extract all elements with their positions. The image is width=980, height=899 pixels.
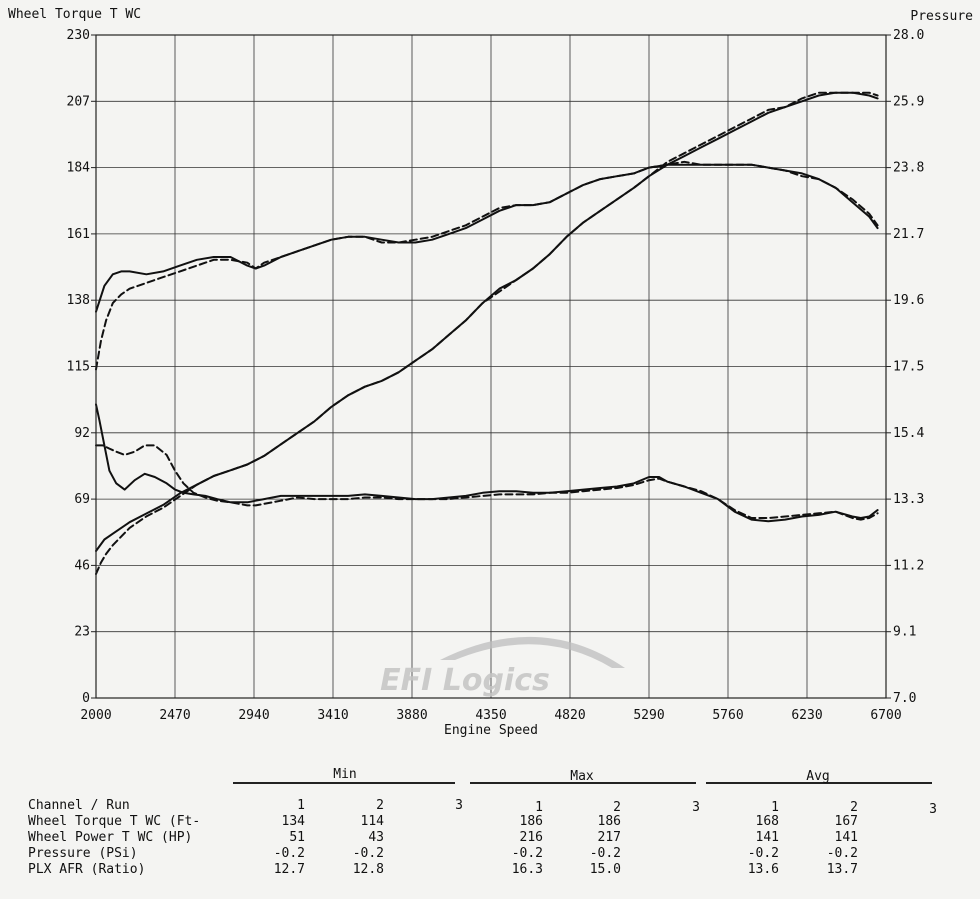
series-layer — [95, 91, 879, 575]
left-tick-label: 0 — [82, 691, 90, 706]
run-label: 1 — [535, 800, 543, 815]
right-tick-label: 17.5 — [893, 360, 924, 375]
right-tick-label: 15.4 — [893, 426, 924, 441]
run-label: 3 — [929, 802, 937, 817]
max-rule — [470, 782, 696, 784]
summary-row-label: Wheel Power T WC (HP) — [28, 830, 193, 845]
x-axis-label: Engine Speed — [444, 723, 538, 738]
x-tick-label: 4820 — [554, 708, 585, 723]
summary-value: 141 — [755, 830, 779, 845]
right-tick-label: 21.7 — [893, 227, 924, 242]
summary-value: -0.2 — [747, 846, 779, 861]
summary-value: -0.2 — [589, 846, 621, 861]
plx-afr-ratio-run1-line — [95, 403, 879, 523]
summary-value: 12.7 — [273, 862, 305, 877]
summary-row-label: Wheel Torque T WC (Ft- — [28, 814, 201, 829]
summary-value: 168 — [755, 814, 779, 829]
plx-afr-ratio-run2-line — [95, 444, 879, 521]
left-tick-label: 115 — [67, 360, 90, 375]
left-tick-label: 230 — [67, 28, 90, 43]
run-label: 1 — [771, 800, 779, 815]
right-tick-label: 13.3 — [893, 492, 924, 507]
channel-run-header: Channel / Run — [28, 798, 130, 813]
summary-value: 186 — [519, 814, 543, 829]
left-tick-label: 23 — [74, 625, 90, 640]
summary-value: 16.3 — [511, 862, 543, 877]
x-tick-label: 6230 — [791, 708, 822, 723]
summary-value: 167 — [834, 814, 858, 829]
summary-value: 12.8 — [352, 862, 384, 877]
left-tick-label: 207 — [67, 94, 90, 109]
right-tick-label: 7.0 — [893, 691, 916, 706]
run-label: 2 — [376, 798, 384, 813]
right-tick-label: 11.2 — [893, 558, 924, 573]
x-tick-label: 2470 — [159, 708, 190, 723]
summary-value: -0.2 — [511, 846, 543, 861]
left-tick-label: 138 — [67, 293, 90, 308]
group-header-avg: Avg — [806, 769, 830, 784]
left-tick-label: 69 — [74, 492, 90, 507]
wheel-power-t-wc-hp-run2-line — [95, 91, 879, 575]
x-tick-label: 5760 — [712, 708, 743, 723]
x-tick-label: 2000 — [80, 708, 111, 723]
x-tick-label: 4350 — [475, 708, 506, 723]
summary-value: 217 — [597, 830, 621, 845]
min-rule — [233, 782, 455, 784]
summary-value: 13.7 — [826, 862, 858, 877]
wheel-torque-t-wc-ft-run2-line — [95, 160, 879, 371]
wheel-power-t-wc-hp-run1-line — [95, 91, 879, 552]
run-label: 2 — [613, 800, 621, 815]
summary-value: 216 — [519, 830, 543, 845]
summary-value: 141 — [834, 830, 858, 845]
wheel-torque-t-wc-ft-run1-line — [95, 163, 879, 313]
group-header-min: Min — [333, 767, 357, 782]
left-tick-label: 46 — [74, 558, 90, 573]
summary-value: 51 — [289, 830, 305, 845]
summary-value: 13.6 — [747, 862, 779, 877]
left-tick-label: 184 — [67, 161, 91, 176]
dyno-chart: Wheel Torque T WC Pressure 2000 2470 2940 3… — [8, 7, 973, 738]
run-label: 3 — [455, 798, 463, 813]
x-tick-label: 3410 — [317, 708, 348, 723]
run-label: 1 — [297, 798, 305, 813]
x-tick-label: 3880 — [396, 708, 427, 723]
x-tick-label: 2940 — [238, 708, 269, 723]
run-label: 2 — [850, 800, 858, 815]
right-tick-label: 19.6 — [893, 293, 924, 308]
x-tick-label: 6700 — [870, 708, 901, 723]
chart-grid — [96, 35, 886, 698]
summary-value: -0.2 — [352, 846, 384, 861]
right-tick-label: 28.0 — [893, 28, 924, 43]
right-axis-label: Pressure — [910, 9, 973, 24]
group-header-max: Max — [570, 769, 594, 784]
run-label: 3 — [692, 800, 700, 815]
axis-ticks: 2000 2470 2940 3410 3880 4350 4820 5290 5760 6230… — [67, 28, 925, 723]
summary-value: 134 — [281, 814, 305, 829]
summary-row-label: PLX AFR (Ratio) — [28, 862, 146, 877]
summary-value: 114 — [360, 814, 384, 829]
summary-row-label: Pressure (PSi) — [28, 846, 138, 861]
left-tick-label: 161 — [67, 227, 90, 242]
left-axis-label: Wheel Torque T WC — [8, 7, 141, 22]
plot-frame — [95, 34, 887, 699]
avg-rule — [706, 782, 932, 784]
right-tick-label: 9.1 — [893, 625, 916, 640]
right-tick-label: 23.8 — [893, 161, 924, 176]
left-tick-label: 92 — [74, 426, 90, 441]
summary-value: -0.2 — [273, 846, 305, 861]
summary-value: 43 — [368, 830, 384, 845]
right-tick-label: 25.9 — [893, 94, 924, 109]
summary-table: Min Max Avg Channel / Run 1 2 3 1 2 3 1 … — [0, 760, 980, 899]
summary-value: -0.2 — [826, 846, 858, 861]
watermark-text: EFI Logics — [380, 663, 550, 698]
summary-value: 186 — [597, 814, 621, 829]
x-tick-label: 5290 — [633, 708, 664, 723]
efi-logics-watermark: EFI Logics — [380, 636, 625, 698]
summary-value: 15.0 — [589, 862, 621, 877]
